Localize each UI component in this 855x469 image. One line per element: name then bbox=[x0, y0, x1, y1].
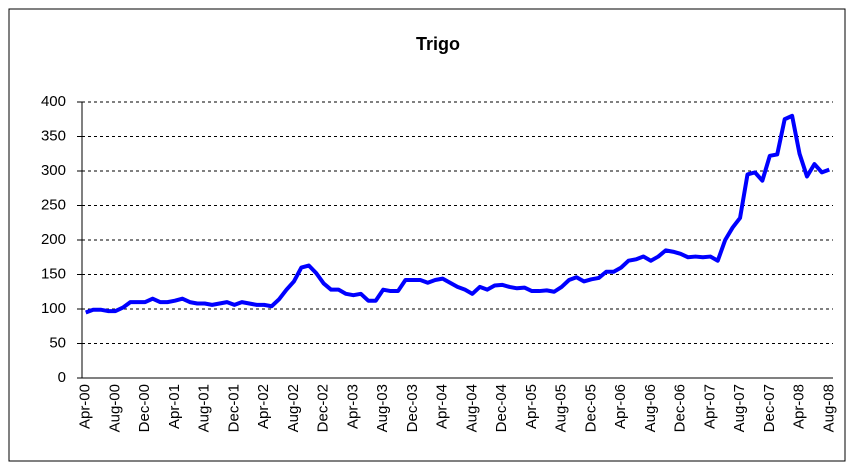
x-tick-label: Aug-07 bbox=[731, 384, 748, 432]
x-tick-label: Dec-06 bbox=[672, 384, 689, 432]
x-tick-label: Aug-05 bbox=[553, 384, 570, 432]
x-tick-label: Dec-01 bbox=[225, 384, 242, 432]
x-tick-label: Dec-07 bbox=[761, 384, 778, 432]
x-tick-label: Apr-01 bbox=[166, 384, 183, 429]
x-tick-label: Dec-03 bbox=[404, 384, 421, 432]
x-tick-label: Apr-08 bbox=[791, 384, 808, 429]
y-tick-label: 100 bbox=[41, 300, 66, 317]
y-tick-label: 200 bbox=[41, 231, 66, 248]
x-tick-label: Apr-02 bbox=[255, 384, 272, 429]
y-tick-label: 350 bbox=[41, 127, 66, 144]
x-tick-label: Aug-01 bbox=[196, 384, 213, 432]
y-tick-label: 400 bbox=[41, 93, 66, 110]
x-tick-label: Aug-06 bbox=[642, 384, 659, 432]
x-tick-label: Aug-04 bbox=[463, 384, 480, 432]
x-tick-label: Dec-04 bbox=[493, 384, 510, 432]
x-tick-label: Aug-03 bbox=[374, 384, 391, 432]
x-tick-label: Apr-06 bbox=[612, 384, 629, 429]
x-tick-label: Dec-00 bbox=[136, 384, 153, 432]
x-tick-label: Dec-05 bbox=[582, 384, 599, 432]
y-tick-label: 300 bbox=[41, 162, 66, 179]
y-tick-label: 0 bbox=[58, 369, 66, 386]
x-tick-label: Aug-08 bbox=[820, 384, 837, 432]
chart-border bbox=[8, 8, 846, 462]
data-line bbox=[85, 113, 830, 315]
x-tick-label: Apr-05 bbox=[523, 384, 540, 429]
x-tick-label: Aug-02 bbox=[285, 384, 302, 432]
x-tick-label: Apr-00 bbox=[77, 384, 94, 429]
x-tick-label: Aug-00 bbox=[106, 384, 123, 432]
y-tick-label: 50 bbox=[49, 334, 66, 351]
x-tick-label: Dec-02 bbox=[315, 384, 332, 432]
chart-title: Trigo bbox=[416, 34, 460, 54]
y-tick-label: 250 bbox=[41, 196, 66, 213]
x-tick-label: Apr-04 bbox=[434, 384, 451, 429]
x-tick-label: Apr-07 bbox=[701, 384, 718, 429]
y-tick-label: 150 bbox=[41, 265, 66, 282]
x-tick-label: Apr-03 bbox=[344, 384, 361, 429]
